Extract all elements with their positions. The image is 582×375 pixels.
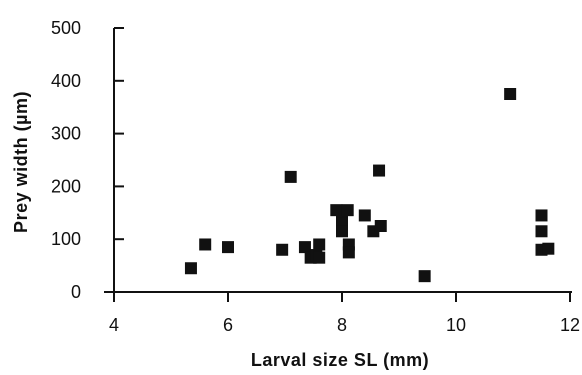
data-point [535,209,548,222]
data-point [284,170,297,183]
x-tick-label: 10 [446,315,466,335]
y-tick-label: 300 [51,124,81,144]
x-axis-ticks: 4 6 8 10 12 [109,292,580,335]
y-tick-label: 400 [51,71,81,91]
data-point [313,238,326,251]
x-axis-label: Larval size SL (mm) [251,350,429,370]
data-point [313,251,326,264]
data-point [341,204,354,217]
data-point [542,242,555,255]
data-point [374,220,387,232]
data-point [336,225,348,238]
data-point [222,241,234,254]
data-point [504,88,517,100]
y-tick-label: 0 [71,282,81,302]
y-axis-ticks: 0 100 200 300 400 500 [51,18,124,302]
data-point [298,241,311,254]
data-points [184,88,555,283]
x-tick-label: 6 [223,315,233,335]
data-point [535,225,548,238]
x-tick-label: 4 [109,315,119,335]
y-tick-label: 200 [51,176,81,196]
data-point [184,262,197,275]
x-tick-label: 8 [337,315,347,335]
data-point [342,246,355,259]
y-tick-label: 100 [51,229,81,249]
data-point [373,164,386,177]
y-tick-label: 500 [51,18,81,38]
data-point [276,243,289,256]
x-tick-label: 12 [560,315,580,335]
y-axis-label: Prey width (µm) [11,91,31,233]
data-point [418,270,431,283]
data-point [358,209,371,222]
data-point [199,238,212,251]
